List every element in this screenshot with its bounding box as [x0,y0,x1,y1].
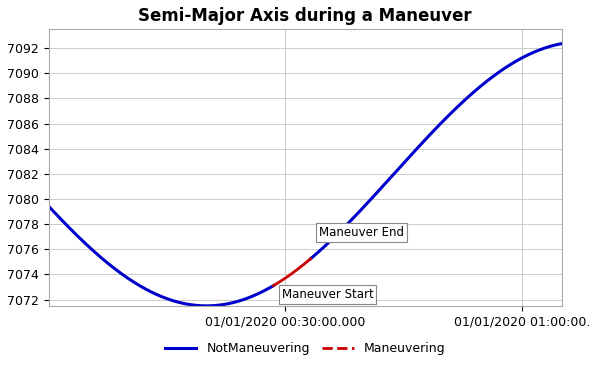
Legend: NotManeuvering, Maneuvering: NotManeuvering, Maneuvering [160,338,450,360]
Title: Semi-Major Axis during a Maneuver: Semi-Major Axis during a Maneuver [138,7,472,25]
Text: Maneuver End: Maneuver End [319,226,404,239]
Text: Maneuver Start: Maneuver Start [281,288,373,301]
